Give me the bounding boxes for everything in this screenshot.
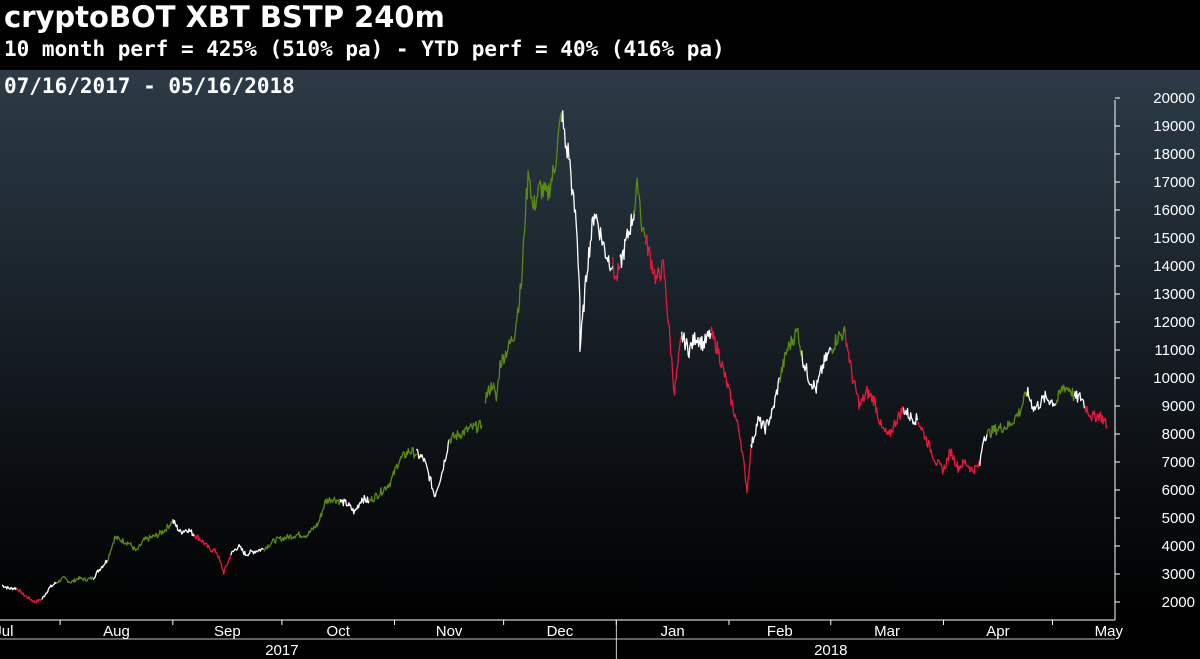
series-segment-up — [448, 419, 483, 445]
series-segment-neutral — [92, 559, 109, 581]
series-segment-up — [263, 496, 341, 552]
plot-background — [0, 70, 1200, 620]
month-tick-label: Jul — [0, 623, 13, 640]
y-tick-label: 7000 — [1162, 454, 1195, 471]
y-tick-label: 5000 — [1162, 510, 1195, 527]
y-tick-label: 16000 — [1153, 202, 1195, 219]
month-tick-label: Dec — [547, 623, 574, 640]
series-segment-neutral — [1, 584, 18, 591]
series-segment-neutral — [41, 581, 57, 600]
month-tick-label: Sep — [214, 623, 241, 640]
y-tick-label: 19000 — [1153, 118, 1195, 135]
y-tick-label: 18000 — [1153, 146, 1195, 163]
y-tick-label: 17000 — [1153, 174, 1195, 191]
series-segment-neutral — [561, 110, 614, 353]
series-segment-down — [1084, 405, 1108, 429]
series-segment-neutral — [750, 377, 780, 449]
series-segment-neutral — [1026, 386, 1057, 412]
series-segment-neutral — [979, 433, 988, 467]
chart-title: cryptoBOT XBT BSTP 240m — [4, 0, 445, 34]
series-segment-neutral — [902, 407, 919, 426]
series-segment-up — [779, 327, 803, 384]
series-segment-up — [1055, 384, 1075, 405]
y-tick-label: 8000 — [1162, 426, 1195, 443]
series-segment-up — [633, 177, 647, 239]
series-segment-neutral — [415, 439, 450, 498]
series-segment-down — [844, 330, 905, 438]
month-tick-label: Oct — [327, 623, 351, 640]
year-label: 2017 — [265, 642, 298, 659]
series-segment-up — [484, 111, 563, 404]
series-segment-down — [15, 587, 42, 604]
series-segment-up — [986, 391, 1028, 438]
y-tick-label: 2000 — [1162, 594, 1195, 611]
series-segment-down — [612, 256, 621, 282]
y-tick-label: 14000 — [1153, 258, 1195, 275]
month-tick-label: Jan — [661, 623, 685, 640]
y-tick-label: 10000 — [1153, 370, 1195, 387]
month-tick-label: Mar — [874, 623, 900, 640]
series-segment-up — [830, 325, 846, 355]
y-tick-label: 20000 — [1153, 90, 1195, 107]
series-segment-up — [106, 520, 174, 562]
month-tick-label: Nov — [436, 623, 463, 640]
series-segment-up — [56, 575, 94, 584]
series-segment-neutral — [619, 209, 636, 269]
year-label: 2018 — [814, 642, 847, 659]
price-series-layer — [1, 110, 1108, 604]
y-tick-label: 11000 — [1154, 342, 1195, 359]
axis-layer: 2000 3000 4000 5000 6000 7000 8000 9000 10000 110… — [0, 90, 1195, 659]
y-tick-label: 4000 — [1162, 538, 1195, 555]
y-tick-label: 15000 — [1153, 230, 1195, 247]
series-segment-down — [710, 326, 752, 494]
series-segment-neutral — [801, 346, 832, 394]
series-segment-up — [369, 447, 417, 503]
month-tick-label: Aug — [103, 623, 130, 640]
y-tick-label: 3000 — [1162, 566, 1195, 583]
series-segment-down — [917, 421, 981, 475]
y-tick-label: 13000 — [1153, 286, 1195, 303]
series-segment-neutral — [1073, 390, 1086, 409]
series-segment-down — [644, 234, 683, 396]
month-tick-label: Feb — [767, 623, 793, 640]
y-tick-label: 12000 — [1153, 314, 1195, 331]
month-tick-label: May — [1095, 623, 1124, 640]
series-segment-neutral — [230, 543, 264, 557]
chart-subtitle: 10 month perf = 425% (510% pa) - YTD per… — [4, 37, 725, 61]
series-segment-neutral — [172, 519, 196, 537]
y-tick-label: 6000 — [1162, 482, 1195, 499]
header-bar — [0, 0, 1200, 70]
date-range-label: 07/16/2017 - 05/16/2018 — [4, 74, 295, 98]
y-tick-label: 9000 — [1162, 398, 1195, 415]
series-segment-down — [193, 534, 232, 575]
month-tick-label: Apr — [986, 623, 1009, 640]
series-segment-neutral — [681, 329, 712, 359]
series-segment-neutral — [339, 494, 370, 515]
